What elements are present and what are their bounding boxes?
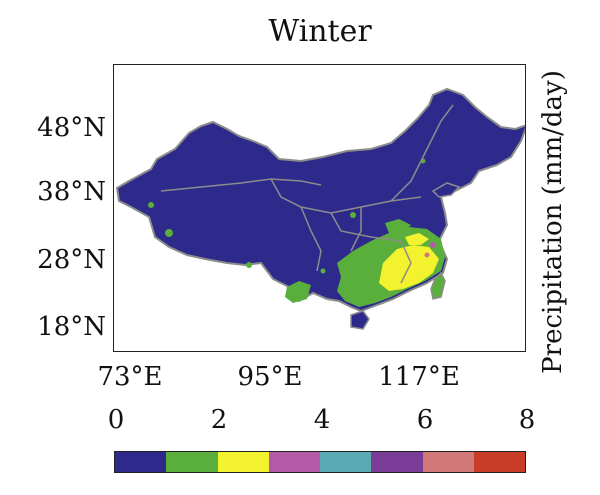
map-frame <box>113 64 526 352</box>
east-yellow-patch <box>405 233 429 245</box>
province-boundaries <box>160 104 454 284</box>
lon-label-117e: 117°E <box>378 362 460 392</box>
hainan-island <box>350 310 370 330</box>
central-green-patch <box>385 219 411 233</box>
colorbar-tick-4: 4 <box>313 405 331 435</box>
green-speck <box>148 202 154 208</box>
colorbar-tick-0: 0 <box>107 405 125 435</box>
colorbar-bin-6 <box>422 452 474 472</box>
red-spot <box>424 252 430 258</box>
colorbar-tick-2: 2 <box>210 405 228 435</box>
country-shape <box>115 87 525 313</box>
taiwan-island <box>430 271 446 300</box>
colorbar-bin-2 <box>217 452 269 472</box>
colorbar-tick-8: 8 <box>518 405 536 435</box>
green-speck <box>246 262 252 268</box>
lat-label-18n: 18°N <box>37 312 106 342</box>
lon-label-73e: 73°E <box>97 362 163 392</box>
lat-label-38n: 38°N <box>37 177 106 207</box>
green-speck <box>165 229 173 237</box>
colorbar-bin-0 <box>115 452 167 472</box>
china-precipitation-map <box>115 87 525 330</box>
lat-label-28n: 28°N <box>37 245 106 275</box>
colorbar-bin-7 <box>473 452 525 472</box>
colorbar-tick-6: 6 <box>416 405 434 435</box>
colorbar <box>114 451 526 473</box>
colorbar-bin-3 <box>268 452 320 472</box>
southwest-green-patch <box>285 281 311 303</box>
colorbar-bin-4 <box>320 452 372 472</box>
lat-label-48n: 48°N <box>37 113 106 143</box>
lon-label-95e: 95°E <box>237 362 303 392</box>
colorbar-bin-5 <box>371 452 423 472</box>
magenta-spot <box>430 242 436 248</box>
map-title: Winter <box>268 14 372 49</box>
colorbar-bin-1 <box>166 452 218 472</box>
green-speck <box>350 212 356 218</box>
peninsula <box>431 182 461 198</box>
colorbar-label: Precipitation (mm/day) <box>538 70 568 374</box>
green-speck <box>320 268 326 274</box>
